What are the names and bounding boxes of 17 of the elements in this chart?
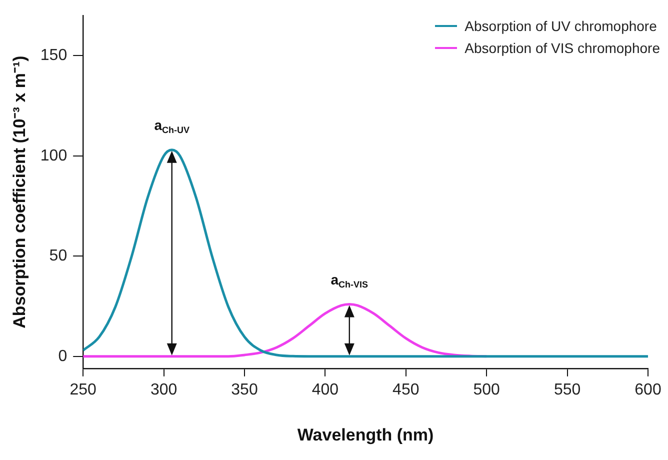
- x-tick-label: 600: [634, 381, 662, 398]
- y-tick-label: 150: [40, 47, 68, 64]
- x-tick-label: 550: [554, 381, 581, 398]
- legend-label: Absorption of UV chromophore: [464, 18, 657, 34]
- x-tick-label: 300: [150, 381, 178, 398]
- x-tick-label: 450: [392, 381, 420, 398]
- y-tick-label: 100: [40, 147, 68, 164]
- x-tick-label: 250: [70, 381, 97, 398]
- y-axis-title: Absorption coefficient (10⁻³ x m⁻¹): [10, 56, 29, 328]
- y-tick-label: 0: [58, 348, 68, 365]
- x-tick-label: 500: [473, 381, 500, 398]
- legend-label: Absorption of VIS chromophore: [464, 40, 660, 56]
- x-axis-title: Wavelength (nm): [297, 425, 434, 444]
- y-tick-label: 50: [49, 248, 68, 265]
- x-tick-label: 350: [231, 381, 258, 398]
- x-tick-label: 400: [312, 381, 339, 398]
- line-series: [83, 148, 648, 358]
